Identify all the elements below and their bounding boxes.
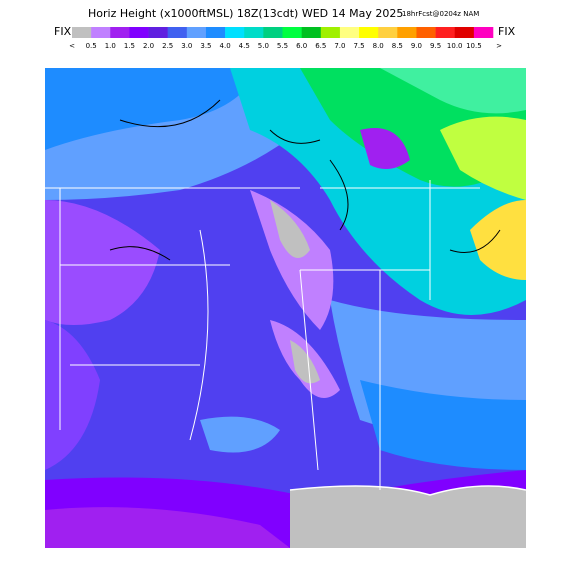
color-swatch xyxy=(454,27,475,38)
color-swatch xyxy=(416,27,436,38)
legend-label: 10.0 xyxy=(447,42,463,50)
color-swatch xyxy=(148,27,168,38)
legend-label: 6.5 xyxy=(315,42,326,50)
legend-label: 10.5 xyxy=(466,42,482,50)
legend-label: 9.0 xyxy=(411,42,422,50)
color-swatch xyxy=(359,27,379,38)
legend-below: < xyxy=(69,42,75,50)
map xyxy=(45,68,526,548)
color-swatch xyxy=(397,27,417,38)
legend-label: 2.0 xyxy=(143,42,154,50)
color-swatch xyxy=(263,27,283,38)
color-swatch xyxy=(129,27,149,38)
legend-label: 8.5 xyxy=(392,42,403,50)
color-swatch xyxy=(378,27,398,38)
color-swatch xyxy=(186,27,207,38)
legend-label: 9.5 xyxy=(430,42,441,50)
color-swatch xyxy=(435,27,456,38)
legend-label: 2.5 xyxy=(162,42,173,50)
legend-label: 7.0 xyxy=(334,42,345,50)
legend-right: FIX xyxy=(498,25,516,38)
legend-label: 5.5 xyxy=(277,42,288,50)
legend-label: 1.5 xyxy=(124,42,135,50)
color-swatch xyxy=(339,27,360,38)
legend-label: 7.5 xyxy=(353,42,364,50)
legend-label: 5.0 xyxy=(258,42,269,50)
legend-label: 3.5 xyxy=(200,42,211,50)
legend-label: 6.0 xyxy=(296,42,307,50)
color-swatch xyxy=(91,27,111,38)
legend-label: 3.0 xyxy=(181,42,192,50)
color-swatch xyxy=(320,27,341,38)
legend-label: 0.5 xyxy=(86,42,97,50)
color-swatch xyxy=(301,27,322,38)
color-swatch xyxy=(110,27,130,38)
color-swatch xyxy=(244,27,264,38)
color-swatch xyxy=(72,27,92,38)
title: Horiz Height (x1000ftMSL) 18Z(13cdt) WED… xyxy=(88,7,403,20)
legend-left: FIX xyxy=(54,25,72,38)
color-swatch xyxy=(225,27,245,38)
legend-label: 4.5 xyxy=(239,42,250,50)
color-swatch xyxy=(167,27,188,38)
legend-label: 1.0 xyxy=(105,42,116,50)
colorbar: 0.5 1.0 1.5 2.0 2.5 3.0 3.5 4.0 4.5 5.0 5.5 6.0 6.5 7… xyxy=(72,27,494,50)
forecast-label: 18hrFcst@0204z NAM xyxy=(402,10,479,18)
color-swatch xyxy=(473,27,494,38)
color-swatch xyxy=(205,27,226,38)
legend-label: 8.0 xyxy=(373,42,384,50)
legend-label: 4.0 xyxy=(220,42,231,50)
legend-above: > xyxy=(496,42,502,50)
color-swatch xyxy=(282,27,302,38)
